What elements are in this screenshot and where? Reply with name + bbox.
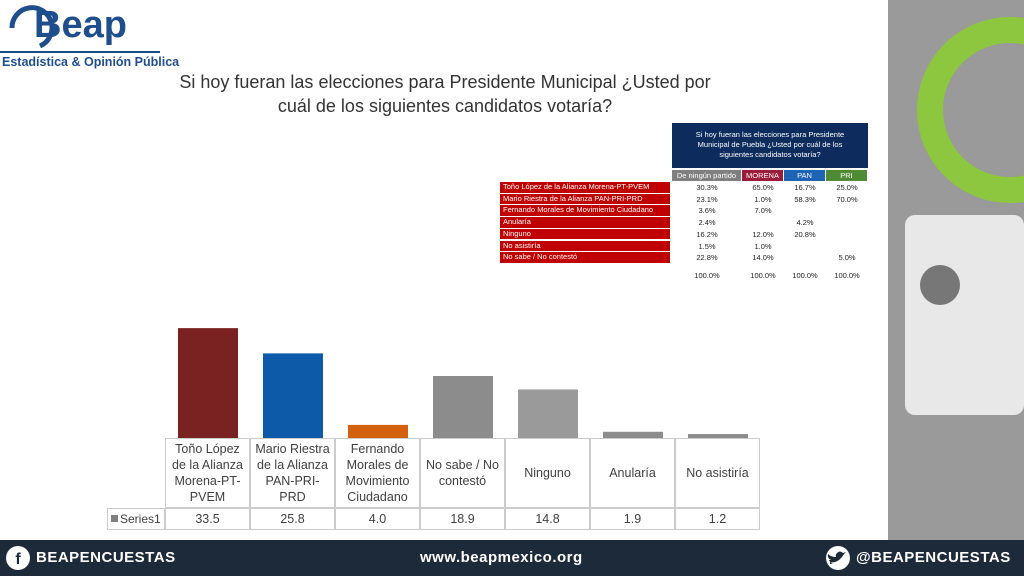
total-cell: 100.0% [792, 270, 818, 280]
category-label: Toño López de la Alianza Morena-PT-PVEM [165, 438, 250, 508]
category-label: Fernando Morales de Movimiento Ciudadano [335, 438, 420, 508]
legend-label: Series1 [110, 512, 161, 526]
twitter-handle: @BEAPENCUESTAS [856, 549, 1011, 566]
total-cell: 100.0% [750, 270, 776, 280]
logo-name: Beap [34, 4, 127, 46]
table-cell: 1.0% [754, 241, 772, 251]
table-cell: 22.8% [696, 253, 718, 263]
bar [603, 431, 663, 438]
table-cell: 14.0% [752, 253, 774, 263]
legend-cell [107, 508, 165, 530]
table-cell: 30.3% [696, 183, 718, 192]
total-cell: 100.0% [694, 270, 720, 280]
bar [433, 376, 493, 438]
bar [178, 328, 238, 438]
twitter-glyph [827, 551, 846, 564]
value-label: 14.8 [505, 508, 590, 530]
value-label: 33.5 [165, 508, 250, 530]
table-title: Si hoy fueran las elecciones para Presid… [672, 123, 868, 168]
category-label: No asistiría [675, 438, 760, 508]
value-label: 25.8 [250, 508, 335, 530]
table-cell: 65.0% [752, 183, 774, 192]
logo-tagline: Estadística & Opinión Pública [2, 55, 180, 69]
logo-mark [9, 5, 55, 49]
row-label: Ninguno [500, 228, 670, 240]
value-label: 1.9 [590, 508, 675, 530]
category-label: No sabe / No contestó [420, 438, 505, 508]
table-cell: 23.1% [696, 194, 718, 204]
table-cell: 1.0% [754, 194, 772, 204]
column-header: MORENA [742, 170, 783, 181]
category-label: Mario Riestra de la Alianza PAN-PRI-PRD [250, 438, 335, 508]
table-cell: 1.5% [698, 241, 716, 251]
bar [688, 434, 748, 438]
tablet [905, 215, 1024, 415]
bar [263, 353, 323, 438]
row-label: Toño López de la Alianza Morena-PT-PVEM [500, 182, 670, 193]
row-label: No sabe / No contestó [500, 252, 670, 263]
value-label: 1.2 [675, 508, 760, 530]
facebook-icon [6, 546, 30, 570]
row-label: Fernando Morales de Movimiento Ciudadano [500, 205, 670, 217]
table-cell: 7.0% [754, 206, 772, 216]
category-label: Ninguno [505, 438, 590, 508]
value-label: 4.0 [335, 508, 420, 530]
footer-bar [0, 540, 1024, 576]
table-cell: 20.8% [794, 229, 816, 239]
column-header: PRI [826, 170, 867, 181]
table-cell: 3.6% [698, 206, 716, 216]
table-cell: 2.4% [698, 218, 716, 228]
table-cell: 4.2% [796, 218, 814, 228]
table-cell: 58.3% [794, 194, 816, 204]
website: www.beapmexico.org [420, 549, 583, 566]
green-ring [917, 17, 1024, 203]
table-cell: 16.2% [696, 229, 718, 239]
row-label: Mario Riestra de la Alianza PAN-PRI-PRD [500, 193, 670, 205]
bar [348, 424, 408, 438]
total-cell: 100.0% [834, 270, 860, 280]
table-cell: 70.0% [836, 194, 858, 204]
bar [518, 389, 578, 438]
tablet-pie [920, 265, 960, 305]
table-cell: 25.0% [836, 183, 858, 192]
chart-title: Si hoy fueran las elecciones para Presid… [179, 72, 711, 116]
facebook-handle: BEAPENCUESTAS [36, 549, 176, 566]
table-cell: 16.7% [794, 183, 816, 192]
value-label: 18.9 [420, 508, 505, 530]
column-header: PAN [784, 170, 825, 181]
row-label: Anularía [500, 217, 670, 228]
table-cell: 12.0% [752, 229, 774, 239]
category-label: Anularía [590, 438, 675, 508]
facebook-glyph: f [15, 551, 21, 568]
legend-swatch [111, 515, 118, 522]
column-header: De ningún partido [672, 170, 741, 181]
row-label: No asistiría [500, 240, 670, 252]
table-cell: 5.0% [838, 253, 856, 263]
